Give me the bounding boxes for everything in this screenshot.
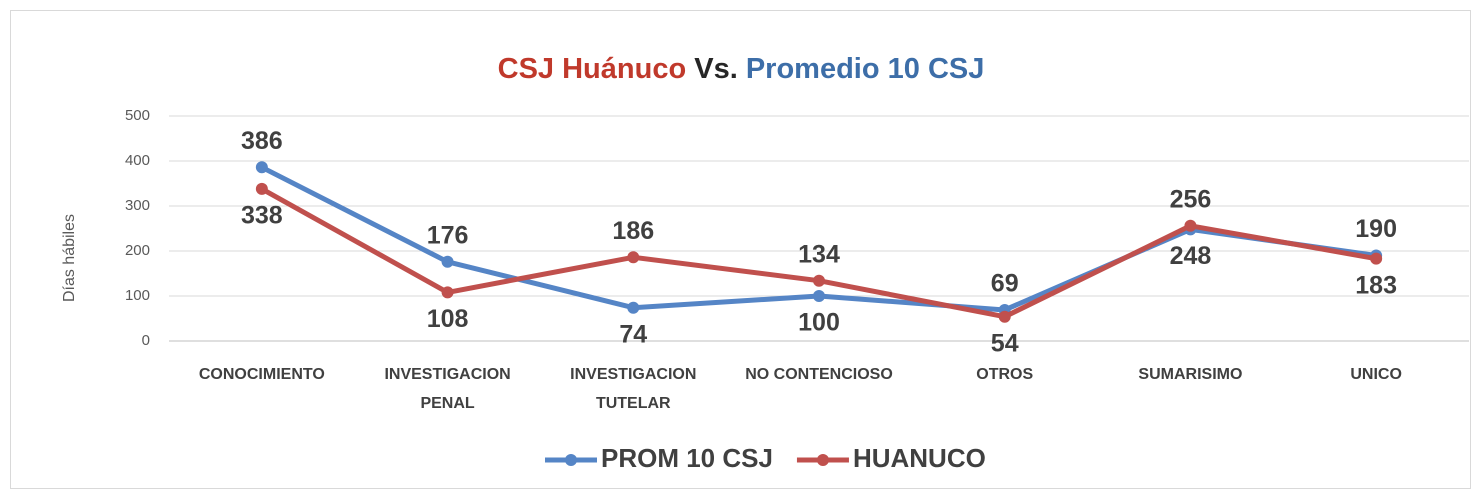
data-label: 176 — [427, 221, 469, 249]
point — [1184, 219, 1197, 232]
point — [813, 290, 825, 302]
title-part: Vs. — [694, 53, 746, 85]
data-label: 386 — [241, 127, 283, 155]
point — [441, 286, 454, 299]
data-label: 183 — [1355, 271, 1397, 299]
y-tick-label: 0 — [142, 332, 150, 349]
x-tick-label: UNICO — [1350, 366, 1402, 383]
data-label: 74 — [619, 320, 647, 348]
legend-label: PROM 10 CSJ — [601, 443, 773, 473]
y-tick-label: 500 — [125, 107, 150, 124]
data-label: 256 — [1170, 185, 1212, 213]
x-tick-label: NO CONTENCIOSO — [745, 366, 893, 383]
data-label: 248 — [1170, 242, 1212, 270]
data-label: 108 — [427, 305, 469, 333]
data-label: 134 — [798, 240, 840, 268]
y-tick-label: 400 — [125, 152, 150, 169]
point — [1370, 252, 1383, 265]
title-part: CSJ Huánuco — [498, 53, 695, 85]
point — [441, 255, 454, 268]
data-label: 100 — [798, 309, 840, 337]
y-axis-label: Días hábiles — [61, 214, 78, 302]
title-part: Promedio 10 CSJ — [746, 53, 985, 85]
x-tick-label: SUMARISIMO — [1138, 366, 1242, 383]
data-label: 190 — [1355, 215, 1397, 243]
data-label: 338 — [241, 202, 283, 230]
x-tick-label: CONOCIMIENTO — [199, 366, 325, 383]
data-label: 54 — [991, 329, 1019, 357]
point — [627, 251, 640, 264]
chart-title: CSJ Huánuco Vs. Promedio 10 CSJ — [498, 53, 985, 85]
legend-marker — [816, 454, 829, 466]
x-tick-label: OTROS — [976, 366, 1033, 383]
y-tick-label: 200 — [125, 242, 150, 259]
legend-label: HUANUCO — [853, 443, 986, 473]
chart-border — [10, 10, 1471, 489]
data-label: 186 — [612, 217, 654, 245]
y-tick-label: 300 — [125, 197, 150, 214]
data-label: 69 — [991, 270, 1019, 298]
point — [813, 274, 825, 287]
y-tick-label: 100 — [125, 287, 150, 304]
x-tick-label: INVESTIGACION PENAL — [384, 366, 510, 412]
point — [255, 161, 268, 174]
x-tick-label: INVESTIGACION TUTELAR — [570, 366, 696, 412]
point — [998, 310, 1011, 323]
legend-marker — [565, 454, 577, 466]
point — [255, 182, 268, 195]
point — [627, 301, 640, 314]
